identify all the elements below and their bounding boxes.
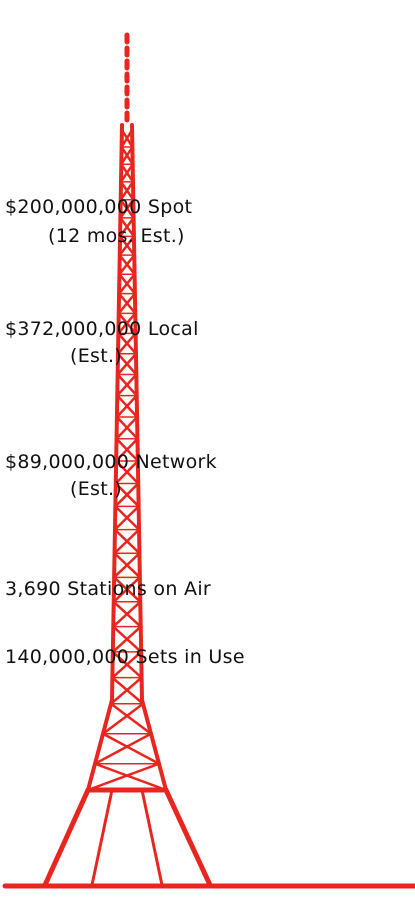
lattice	[95, 764, 166, 790]
label-text: 140,000,000 Sets in Use	[5, 646, 245, 668]
tower-leg	[166, 790, 210, 885]
label-note: (12 mos. Est.)	[48, 225, 185, 247]
label-note: (Est.)	[70, 478, 122, 500]
label-text: $89,000,000 Network	[5, 451, 217, 473]
tower-leg	[45, 790, 88, 885]
infographic: $200,000,000 Spot (12 mos. Est.) $372,000,…	[0, 0, 415, 900]
lattice	[88, 764, 159, 790]
label-text: $200,000,000 Spot	[5, 196, 192, 218]
tower-leg	[142, 790, 162, 885]
tower-leg	[92, 790, 112, 885]
label-note: (Est.)	[70, 345, 122, 367]
label-text: 3,690 Stations on Air	[5, 578, 211, 600]
label-text: $372,000,000 Local	[5, 318, 199, 340]
